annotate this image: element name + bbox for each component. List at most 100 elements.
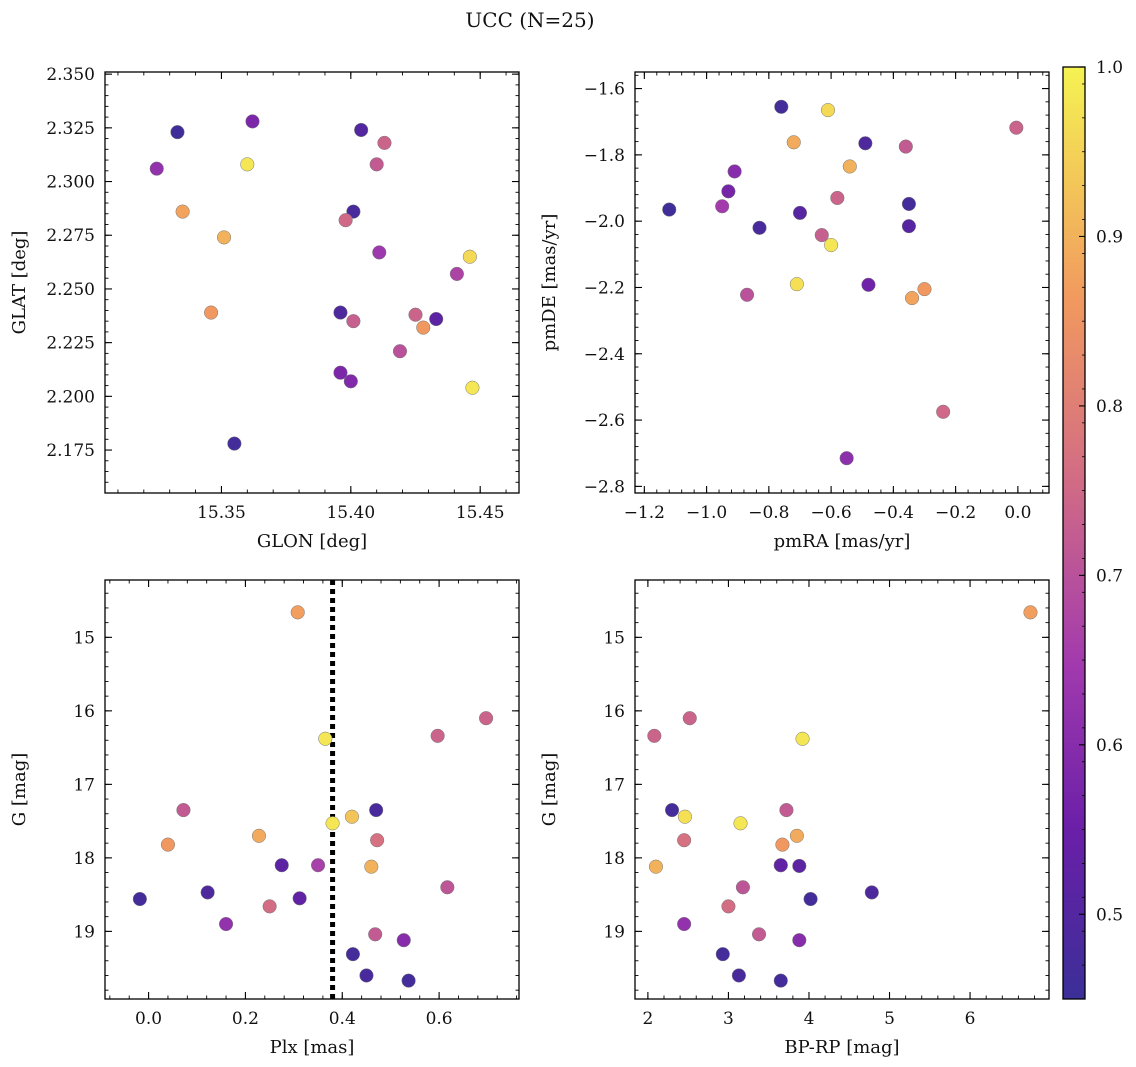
- panel-pmra-pmde: −1.2 −1.0 −0.8 −0.6 −0.4 −0.2 0.0 −2.8 −2.6 −2.4 −…: [539, 71, 1050, 552]
- data-point: [359, 968, 374, 983]
- data-point: [251, 828, 267, 843]
- data-point: [377, 135, 392, 150]
- data-point: [792, 205, 808, 220]
- y-axis-label: pmDE [mas/yr]: [539, 214, 560, 352]
- data-point: [677, 809, 692, 824]
- x-tick-label: 6: [965, 1009, 976, 1029]
- x-tick-label: 5: [884, 1009, 895, 1029]
- data-point: [861, 277, 876, 292]
- data-point: [842, 159, 857, 174]
- data-point: [449, 266, 464, 281]
- data-point: [648, 859, 663, 874]
- data-point: [773, 858, 788, 873]
- data-point: [240, 157, 255, 172]
- data-point: [290, 605, 305, 620]
- data-point: [917, 282, 932, 297]
- data-point: [795, 731, 810, 746]
- data-point: [682, 711, 697, 726]
- x-axis-label: Plx [mas]: [270, 1037, 355, 1058]
- y-tick-label: 15: [603, 628, 625, 648]
- x-axis-label: pmRA [mas/yr]: [774, 531, 911, 552]
- y-tick-label: −2.4: [584, 345, 625, 365]
- data-point: [721, 899, 736, 914]
- data-point: [789, 828, 804, 843]
- data-point: [274, 858, 289, 873]
- data-point: [901, 196, 916, 211]
- data-point: [430, 728, 445, 743]
- data-point: [665, 803, 680, 818]
- colorbar-gradient: [1063, 67, 1085, 999]
- data-point: [779, 803, 794, 818]
- data-point: [170, 125, 185, 140]
- data-point: [325, 816, 340, 831]
- data-point: [820, 103, 836, 118]
- y-tick-label: 16: [73, 702, 95, 722]
- data-point: [773, 973, 788, 988]
- x-tick-label: 0.0: [1004, 503, 1031, 523]
- data-point: [369, 803, 384, 818]
- colorbar-tick-label: 0.9: [1096, 227, 1123, 247]
- data-point: [401, 973, 416, 988]
- data-point: [774, 99, 789, 114]
- data-point: [830, 190, 845, 206]
- x-tick-label: −0.4: [873, 503, 914, 523]
- data-point: [792, 933, 807, 948]
- panel-glon-glat: 15.35 15.40 15.45 2.175 2.200 2.225 2.250 2.275…: [9, 65, 520, 552]
- data-point: [149, 161, 164, 176]
- x-tick-label: 15.45: [456, 503, 505, 523]
- data-point: [219, 916, 234, 932]
- data-point: [216, 230, 232, 245]
- colorbar-tick-label: 0.8: [1096, 397, 1123, 417]
- y-tick-label: 2.300: [46, 173, 95, 193]
- colorbar-tick-label: 0.5: [1096, 905, 1123, 925]
- y-tick-label: 17: [603, 775, 625, 795]
- data-point: [775, 837, 790, 852]
- data-point: [479, 711, 494, 726]
- y-tick-label: −1.8: [584, 146, 625, 166]
- data-point: [346, 314, 361, 329]
- data-point: [364, 859, 379, 874]
- x-tick-label: 3: [723, 1009, 734, 1029]
- data-point: [839, 451, 854, 466]
- data-point: [647, 728, 662, 743]
- data-point: [1009, 120, 1024, 135]
- data-point: [904, 291, 920, 306]
- data-point: [372, 245, 387, 260]
- data-point: [345, 947, 360, 962]
- y-axis-label: GLAT [deg]: [9, 231, 30, 335]
- data-point: [368, 927, 383, 942]
- y-tick-label: 2.250: [46, 280, 95, 300]
- data-point: [715, 947, 730, 962]
- data-point: [429, 311, 444, 327]
- data-point: [792, 858, 807, 873]
- colorbar-frame: [1062, 66, 1086, 1000]
- x-axis-label: GLON [deg]: [257, 531, 367, 552]
- data-point: [292, 891, 307, 906]
- plot-frame: [634, 579, 1050, 1000]
- data-point: [936, 404, 951, 419]
- data-point: [370, 833, 385, 848]
- data-point: [160, 837, 175, 852]
- data-point: [200, 885, 215, 900]
- data-point: [803, 891, 818, 907]
- data-point: [245, 114, 260, 129]
- y-tick-label: 2.200: [46, 387, 95, 407]
- y-tick-label: 18: [73, 849, 95, 869]
- y-tick-label: 2.175: [46, 441, 95, 461]
- data-point: [898, 139, 913, 154]
- data-point: [392, 344, 408, 359]
- y-tick-label: 17: [73, 775, 95, 795]
- scatter-points: [149, 114, 480, 451]
- plot-frame: [104, 71, 520, 494]
- data-point: [1023, 605, 1038, 620]
- panel-plx-g: 0.0 0.2 0.4 0.6 15 16 17 18 19 Plx [mas] G [mag]: [9, 579, 520, 1058]
- x-tick-label: 4: [804, 1009, 815, 1029]
- colorbar-tick-label: 0.7: [1096, 566, 1123, 586]
- data-point: [227, 436, 242, 451]
- data-point: [901, 219, 916, 234]
- data-point: [751, 927, 767, 942]
- data-point: [204, 305, 219, 320]
- data-point: [789, 277, 804, 292]
- data-point: [416, 320, 431, 335]
- data-point: [338, 213, 353, 228]
